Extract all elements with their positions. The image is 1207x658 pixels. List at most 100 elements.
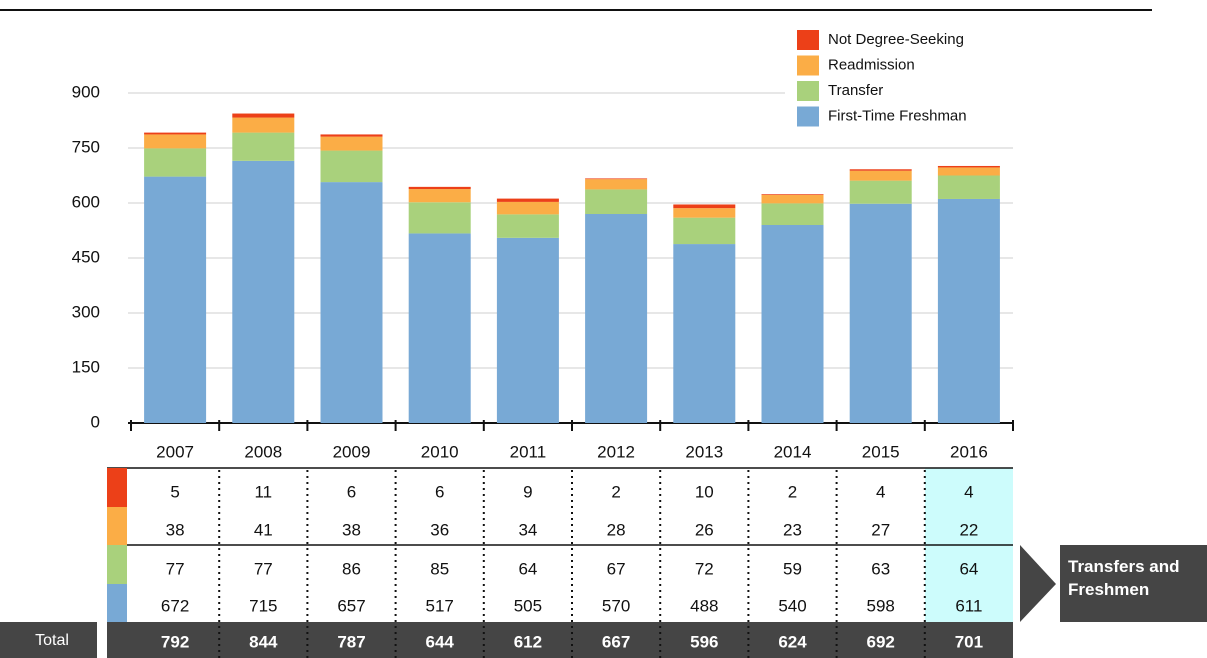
table-total: 596 <box>690 632 718 651</box>
bar-segment <box>320 150 383 183</box>
table-row-swatch <box>107 507 127 545</box>
table-value: 4 <box>876 482 885 501</box>
bar-segment <box>585 179 648 190</box>
bar-segment <box>585 214 648 423</box>
legend-swatch <box>797 30 819 50</box>
table-value: 85 <box>430 559 449 578</box>
table-value: 488 <box>690 596 718 615</box>
y-tick-label: 750 <box>72 137 100 156</box>
bar-segment <box>849 203 912 423</box>
table-total: 701 <box>955 632 983 651</box>
bar-segment <box>232 117 295 133</box>
bar-segment <box>849 170 912 181</box>
bar-segment <box>761 194 824 195</box>
y-tick-label: 900 <box>72 82 100 101</box>
table-value: 715 <box>249 596 277 615</box>
y-tick-label: 600 <box>72 192 100 211</box>
total-row <box>107 622 1013 658</box>
bar-segment <box>144 176 207 423</box>
table-value: 517 <box>426 596 454 615</box>
bar-segment <box>320 182 383 423</box>
table-value: 38 <box>166 520 185 539</box>
bar-segment <box>232 160 295 424</box>
table-value: 6 <box>347 482 356 501</box>
table-value: 570 <box>602 596 630 615</box>
total-label: Total <box>35 632 69 649</box>
table-total: 692 <box>867 632 895 651</box>
table-value: 4 <box>964 482 973 501</box>
table-total: 792 <box>161 632 189 651</box>
table-total: 667 <box>602 632 630 651</box>
legend-swatch <box>797 81 819 101</box>
table-value: 23 <box>783 520 802 539</box>
bar-segment <box>673 244 736 423</box>
table-value: 77 <box>166 559 185 578</box>
table-value: 67 <box>607 559 626 578</box>
bar-segment <box>144 134 207 149</box>
table-value: 28 <box>607 520 626 539</box>
callout-arrow <box>1020 545 1056 622</box>
x-tick-label: 2007 <box>156 442 194 461</box>
bar-segment <box>937 165 1000 168</box>
table-value: 41 <box>254 520 273 539</box>
bar-segment <box>408 189 471 203</box>
bar-segment <box>496 237 559 423</box>
legend-swatch <box>797 106 819 127</box>
callout-text: Transfers and Freshmen <box>1068 557 1180 599</box>
bar-segment <box>585 189 648 214</box>
bar-segment <box>320 136 383 151</box>
table-value: 77 <box>254 559 273 578</box>
table-value: 36 <box>430 520 449 539</box>
bar-segment <box>144 148 207 177</box>
table-value: 86 <box>342 559 361 578</box>
table-value: 11 <box>254 482 272 501</box>
table-value: 657 <box>337 596 365 615</box>
bar-segment <box>232 132 295 161</box>
legend-label: First-Time Freshman <box>828 107 967 124</box>
legend-swatch <box>797 55 819 76</box>
x-tick-label: 2008 <box>244 442 282 461</box>
table-value: 10 <box>695 482 714 501</box>
table-total: 844 <box>249 632 278 651</box>
table-total: 787 <box>337 632 365 651</box>
bar-segment <box>144 132 207 135</box>
bar-segment <box>937 198 1000 423</box>
table-value: 611 <box>955 596 982 615</box>
bar-segment <box>849 169 912 171</box>
bar-segment <box>761 194 824 204</box>
bar-segment <box>761 203 824 225</box>
table-value: 672 <box>161 596 189 615</box>
bar-segment <box>232 113 295 118</box>
callout-box <box>1060 545 1207 622</box>
table-value: 540 <box>778 596 806 615</box>
table-value: 64 <box>959 559 978 578</box>
legend-label: Transfer <box>828 82 883 99</box>
bar-segment <box>408 233 471 423</box>
x-tick-label: 2010 <box>421 442 459 461</box>
bar-segment <box>761 225 824 423</box>
bar-segment <box>496 198 559 202</box>
legend-background <box>785 22 1013 134</box>
x-tick-label: 2009 <box>333 442 371 461</box>
table-value: 26 <box>695 520 714 539</box>
table-value: 38 <box>342 520 361 539</box>
table-row-swatch <box>107 468 127 507</box>
table-total: 644 <box>426 632 455 651</box>
bar-segment <box>937 167 1000 176</box>
bar-segment <box>496 201 559 215</box>
y-tick-label: 0 <box>91 412 100 431</box>
table-value: 64 <box>518 559 537 578</box>
y-tick-label: 300 <box>72 302 100 321</box>
table-value: 59 <box>783 559 802 578</box>
bar-segment <box>673 217 736 245</box>
y-tick-label: 150 <box>72 357 100 376</box>
table-value: 22 <box>959 520 978 539</box>
table-value: 5 <box>170 482 179 501</box>
bar-segment <box>408 202 471 234</box>
bar-segment <box>673 208 736 218</box>
x-tick-label: 2014 <box>774 442 812 461</box>
table-value: 6 <box>435 482 444 501</box>
legend-label: Readmission <box>828 56 915 73</box>
legend-label: Not Degree-Seeking <box>828 31 964 48</box>
